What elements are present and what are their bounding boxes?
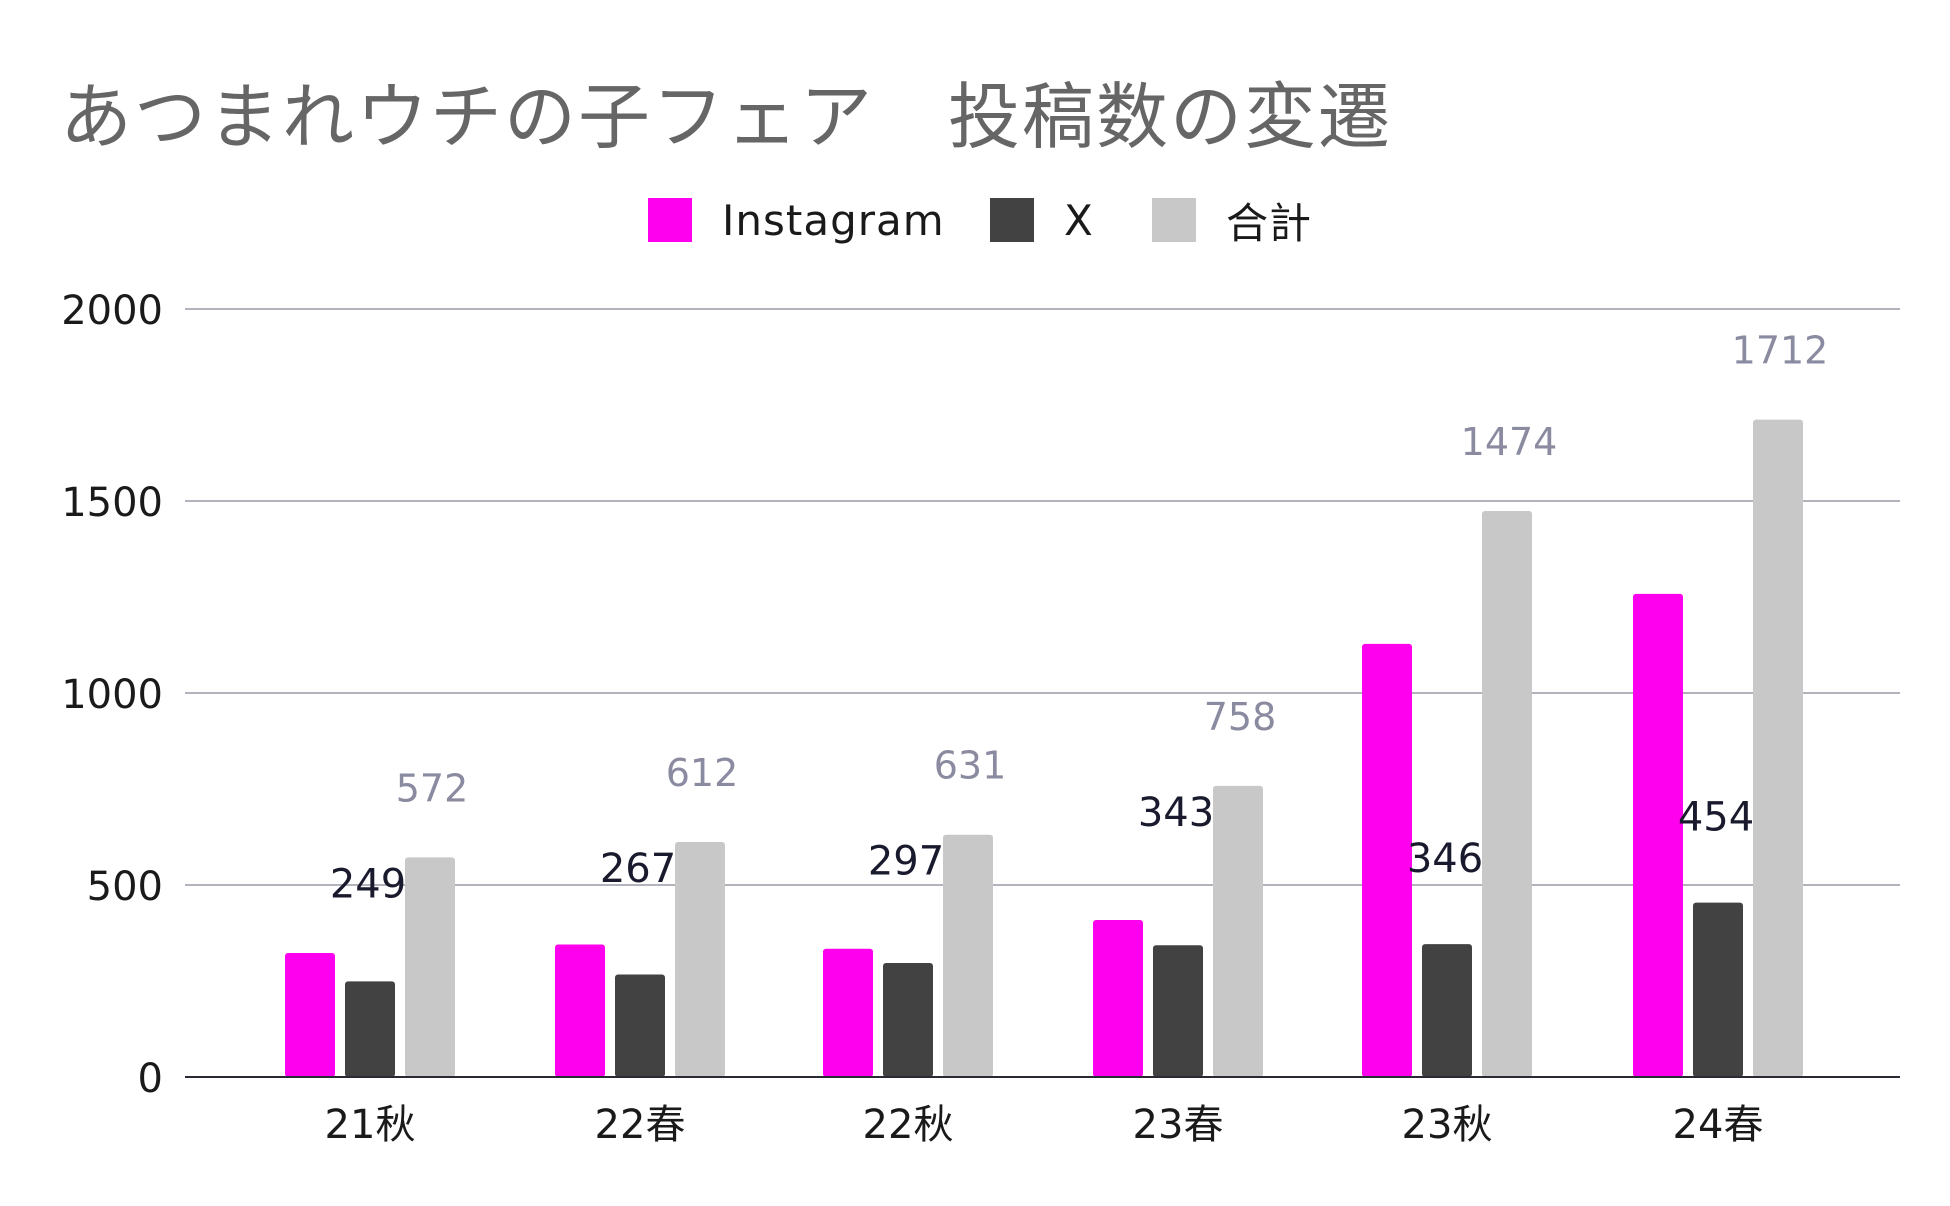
data-label-total-3: 758 [1204,695,1277,739]
legend-label-instagram: Instagram [722,195,945,245]
bar-total-1 [675,841,725,1077]
data-label-x-2: 297 [868,839,944,885]
legend: Instagram X 合計 [0,190,1950,250]
x-tick-label-0: 21秋 [325,1102,416,1148]
bar-instagram-3 [1093,919,1143,1077]
bar-x-2 [883,962,933,1077]
legend-item-x: X [990,190,1094,250]
bar-total-5 [1753,419,1803,1077]
legend-item-instagram: Instagram [648,190,945,250]
bar-x-5 [1693,902,1743,1077]
x-tick-label-2: 22秋 [863,1102,954,1148]
y-tick-label-0: 0 [138,1056,163,1102]
bar-instagram-2 [823,948,873,1077]
x-tick-label-1: 22春 [595,1102,686,1148]
legend-swatch-total [1152,198,1196,242]
legend-label-total: 合計 [1226,198,1313,248]
data-label-x-4: 346 [1407,836,1483,882]
legend-swatch-instagram [648,198,692,242]
data-label-total-5: 1712 [1732,329,1829,373]
data-label-total-1: 612 [666,751,739,795]
bar-total-4 [1482,510,1532,1077]
x-tick-label-4: 23秋 [1402,1102,1493,1148]
bar-instagram-5 [1633,593,1683,1077]
legend-label-x: X [1064,195,1094,245]
data-label-x-3: 343 [1138,790,1214,836]
bar-total-2 [943,834,993,1077]
bar-instagram-0 [285,952,335,1077]
bar-x-3 [1153,945,1203,1077]
legend-item-total: 合計 [1152,190,1312,250]
bar-total-0 [405,857,455,1077]
y-tick-label-2000: 2000 [61,288,163,334]
bar-x-0 [345,981,395,1077]
data-label-x-0: 249 [330,861,406,907]
y-tick-label-500: 500 [87,864,163,910]
y-tick-label-1000: 1000 [61,672,163,718]
x-tick-label-5: 24春 [1673,1102,1764,1148]
x-tick-label-3: 23春 [1133,1102,1224,1148]
bar-total-3 [1213,785,1263,1077]
bar-x-4 [1422,944,1472,1077]
data-label-x-1: 267 [600,846,676,892]
bar-instagram-1 [555,944,605,1077]
data-label-total-4: 1474 [1461,420,1558,464]
bar-instagram-4 [1362,643,1412,1077]
bar-x-1 [615,974,665,1077]
data-label-x-5: 454 [1678,795,1754,841]
y-tick-label-1500: 1500 [61,480,163,526]
data-label-total-0: 572 [396,766,469,810]
data-label-total-2: 631 [934,744,1007,788]
chart-title: あつまれウチの子フェア 投稿数の変遷 [60,75,1393,159]
legend-swatch-x [990,198,1034,242]
